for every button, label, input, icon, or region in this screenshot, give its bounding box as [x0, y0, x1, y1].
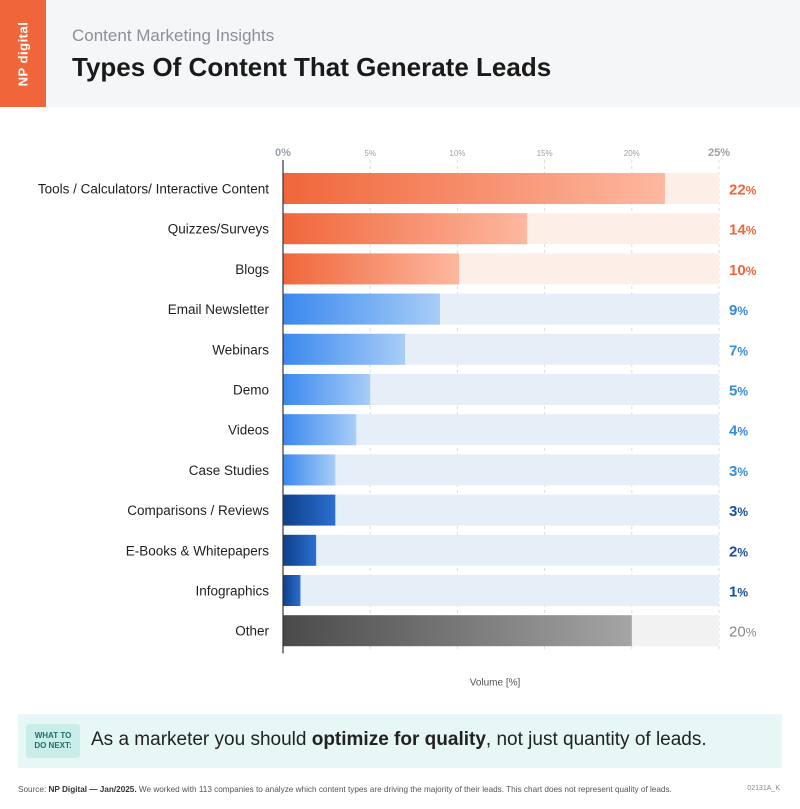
callout-text-bold: optimize for quality [311, 729, 486, 750]
page-subtitle: Content Marketing Insights [72, 26, 275, 45]
category-label: Email Newsletter [168, 302, 270, 317]
header: NP digital Content Marketing Insights Ty… [0, 0, 800, 107]
bar-track [283, 454, 719, 486]
brand-logo: NP digital [0, 0, 46, 107]
callout-tag-line1: WHAT TO [34, 731, 72, 740]
x-tick-label: 5% [364, 149, 376, 158]
bar [283, 173, 665, 204]
category-label: Other [235, 624, 269, 639]
bar [283, 454, 336, 486]
x-tick-label: 20% [624, 149, 640, 158]
category-label: Tools / Calculators/ Interactive Content [38, 182, 269, 197]
source-label: Source: [18, 785, 47, 794]
value-label: 1% [729, 584, 748, 601]
callout-text-after: , not just quantity of leads. [485, 729, 707, 750]
category-label: E-Books & Whitepapers [126, 543, 270, 558]
callout-tag: WHAT TO DO NEXT: [26, 724, 80, 758]
value-label: 3% [729, 503, 748, 520]
bar [283, 494, 336, 526]
chart-code: 02131A_K [747, 785, 780, 792]
value-label: 3% [729, 463, 748, 480]
value-label: 4% [729, 423, 748, 440]
category-label: Comparisons / Reviews [127, 503, 269, 518]
bar [283, 213, 528, 245]
value-label: 22% [729, 182, 757, 199]
source-bold: NP Digital — Jan/2025. [48, 785, 137, 794]
callout-tag-line2: DO NEXT: [34, 741, 72, 750]
category-label: Demo [233, 383, 269, 398]
x-tick-label: 25% [708, 147, 730, 159]
callout-text-before: As a marketer you should [91, 729, 312, 750]
bar [283, 615, 632, 647]
category-label: Blogs [235, 262, 269, 277]
value-label: 10% [729, 262, 757, 279]
value-label: 2% [729, 543, 748, 560]
bar [283, 534, 317, 566]
bar [283, 333, 406, 365]
source-text: We worked with 113 companies to analyze … [136, 785, 672, 794]
page-title: Types Of Content That Generate Leads [72, 52, 552, 82]
value-label: 9% [729, 302, 748, 319]
value-label: 7% [729, 342, 748, 359]
x-tick-label: 10% [449, 149, 465, 158]
bar [283, 575, 301, 606]
source-footnote: Source: NP Digital — Jan/2025. We worked… [18, 785, 782, 794]
category-label: Infographics [195, 584, 269, 599]
what-to-do-next-callout: WHAT TO DO NEXT: As a marketer you shoul… [18, 714, 782, 768]
bar [283, 374, 371, 405]
bar [283, 414, 357, 446]
bar-track [283, 494, 719, 526]
x-axis-label: Volume [%] [470, 677, 521, 688]
x-tick-label: 0% [275, 147, 291, 159]
bar-track [283, 534, 719, 566]
bar [283, 293, 440, 325]
value-label: 14% [729, 222, 757, 239]
bar [283, 253, 460, 285]
value-label: 5% [729, 383, 748, 400]
bar-chart: 0% 5% 10% 15% 20% 25% Tools / Calculators/ Int… [38, 147, 757, 688]
category-label: Case Studies [189, 463, 270, 478]
bar-track [283, 575, 719, 606]
value-label: 20% [729, 624, 757, 641]
category-label: Videos [228, 423, 269, 438]
category-label: Quizzes/Surveys [168, 222, 270, 237]
callout-text: As a marketer you should optimize for qu… [91, 729, 707, 751]
category-label: Webinars [212, 342, 269, 357]
x-tick-label: 15% [537, 149, 553, 158]
logo-text: NP digital [15, 21, 31, 86]
